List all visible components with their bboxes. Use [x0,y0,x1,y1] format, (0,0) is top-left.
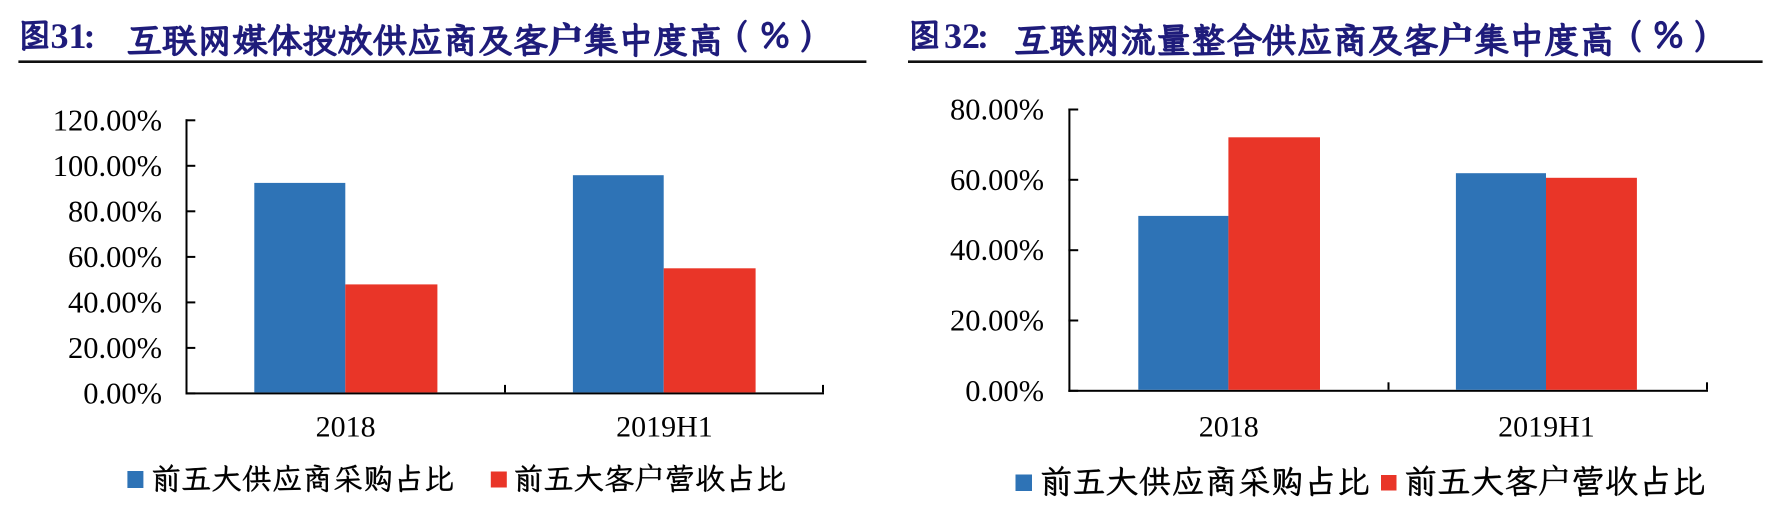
svg-text:80.00%: 80.00% [950,93,1044,127]
svg-text:120.00%: 120.00% [53,103,162,137]
svg-text:31:: 31: [51,16,96,56]
svg-text:2019H1: 2019H1 [1498,411,1595,444]
svg-text:20.00%: 20.00% [950,304,1044,338]
svg-text:80.00%: 80.00% [68,194,162,228]
svg-text:20.00%: 20.00% [68,331,162,365]
svg-text:2018: 2018 [1199,411,1259,444]
svg-text:0.00%: 0.00% [83,376,162,410]
svg-text:2018: 2018 [316,411,376,444]
svg-text:40.00%: 40.00% [68,285,162,319]
svg-text:40.00%: 40.00% [950,233,1044,267]
svg-text:32:: 32: [944,16,989,56]
svg-text:100.00%: 100.00% [53,149,162,183]
svg-text:60.00%: 60.00% [68,240,162,274]
svg-text:60.00%: 60.00% [950,163,1044,197]
svg-text:2019H1: 2019H1 [616,411,713,444]
svg-text:0.00%: 0.00% [965,374,1044,408]
